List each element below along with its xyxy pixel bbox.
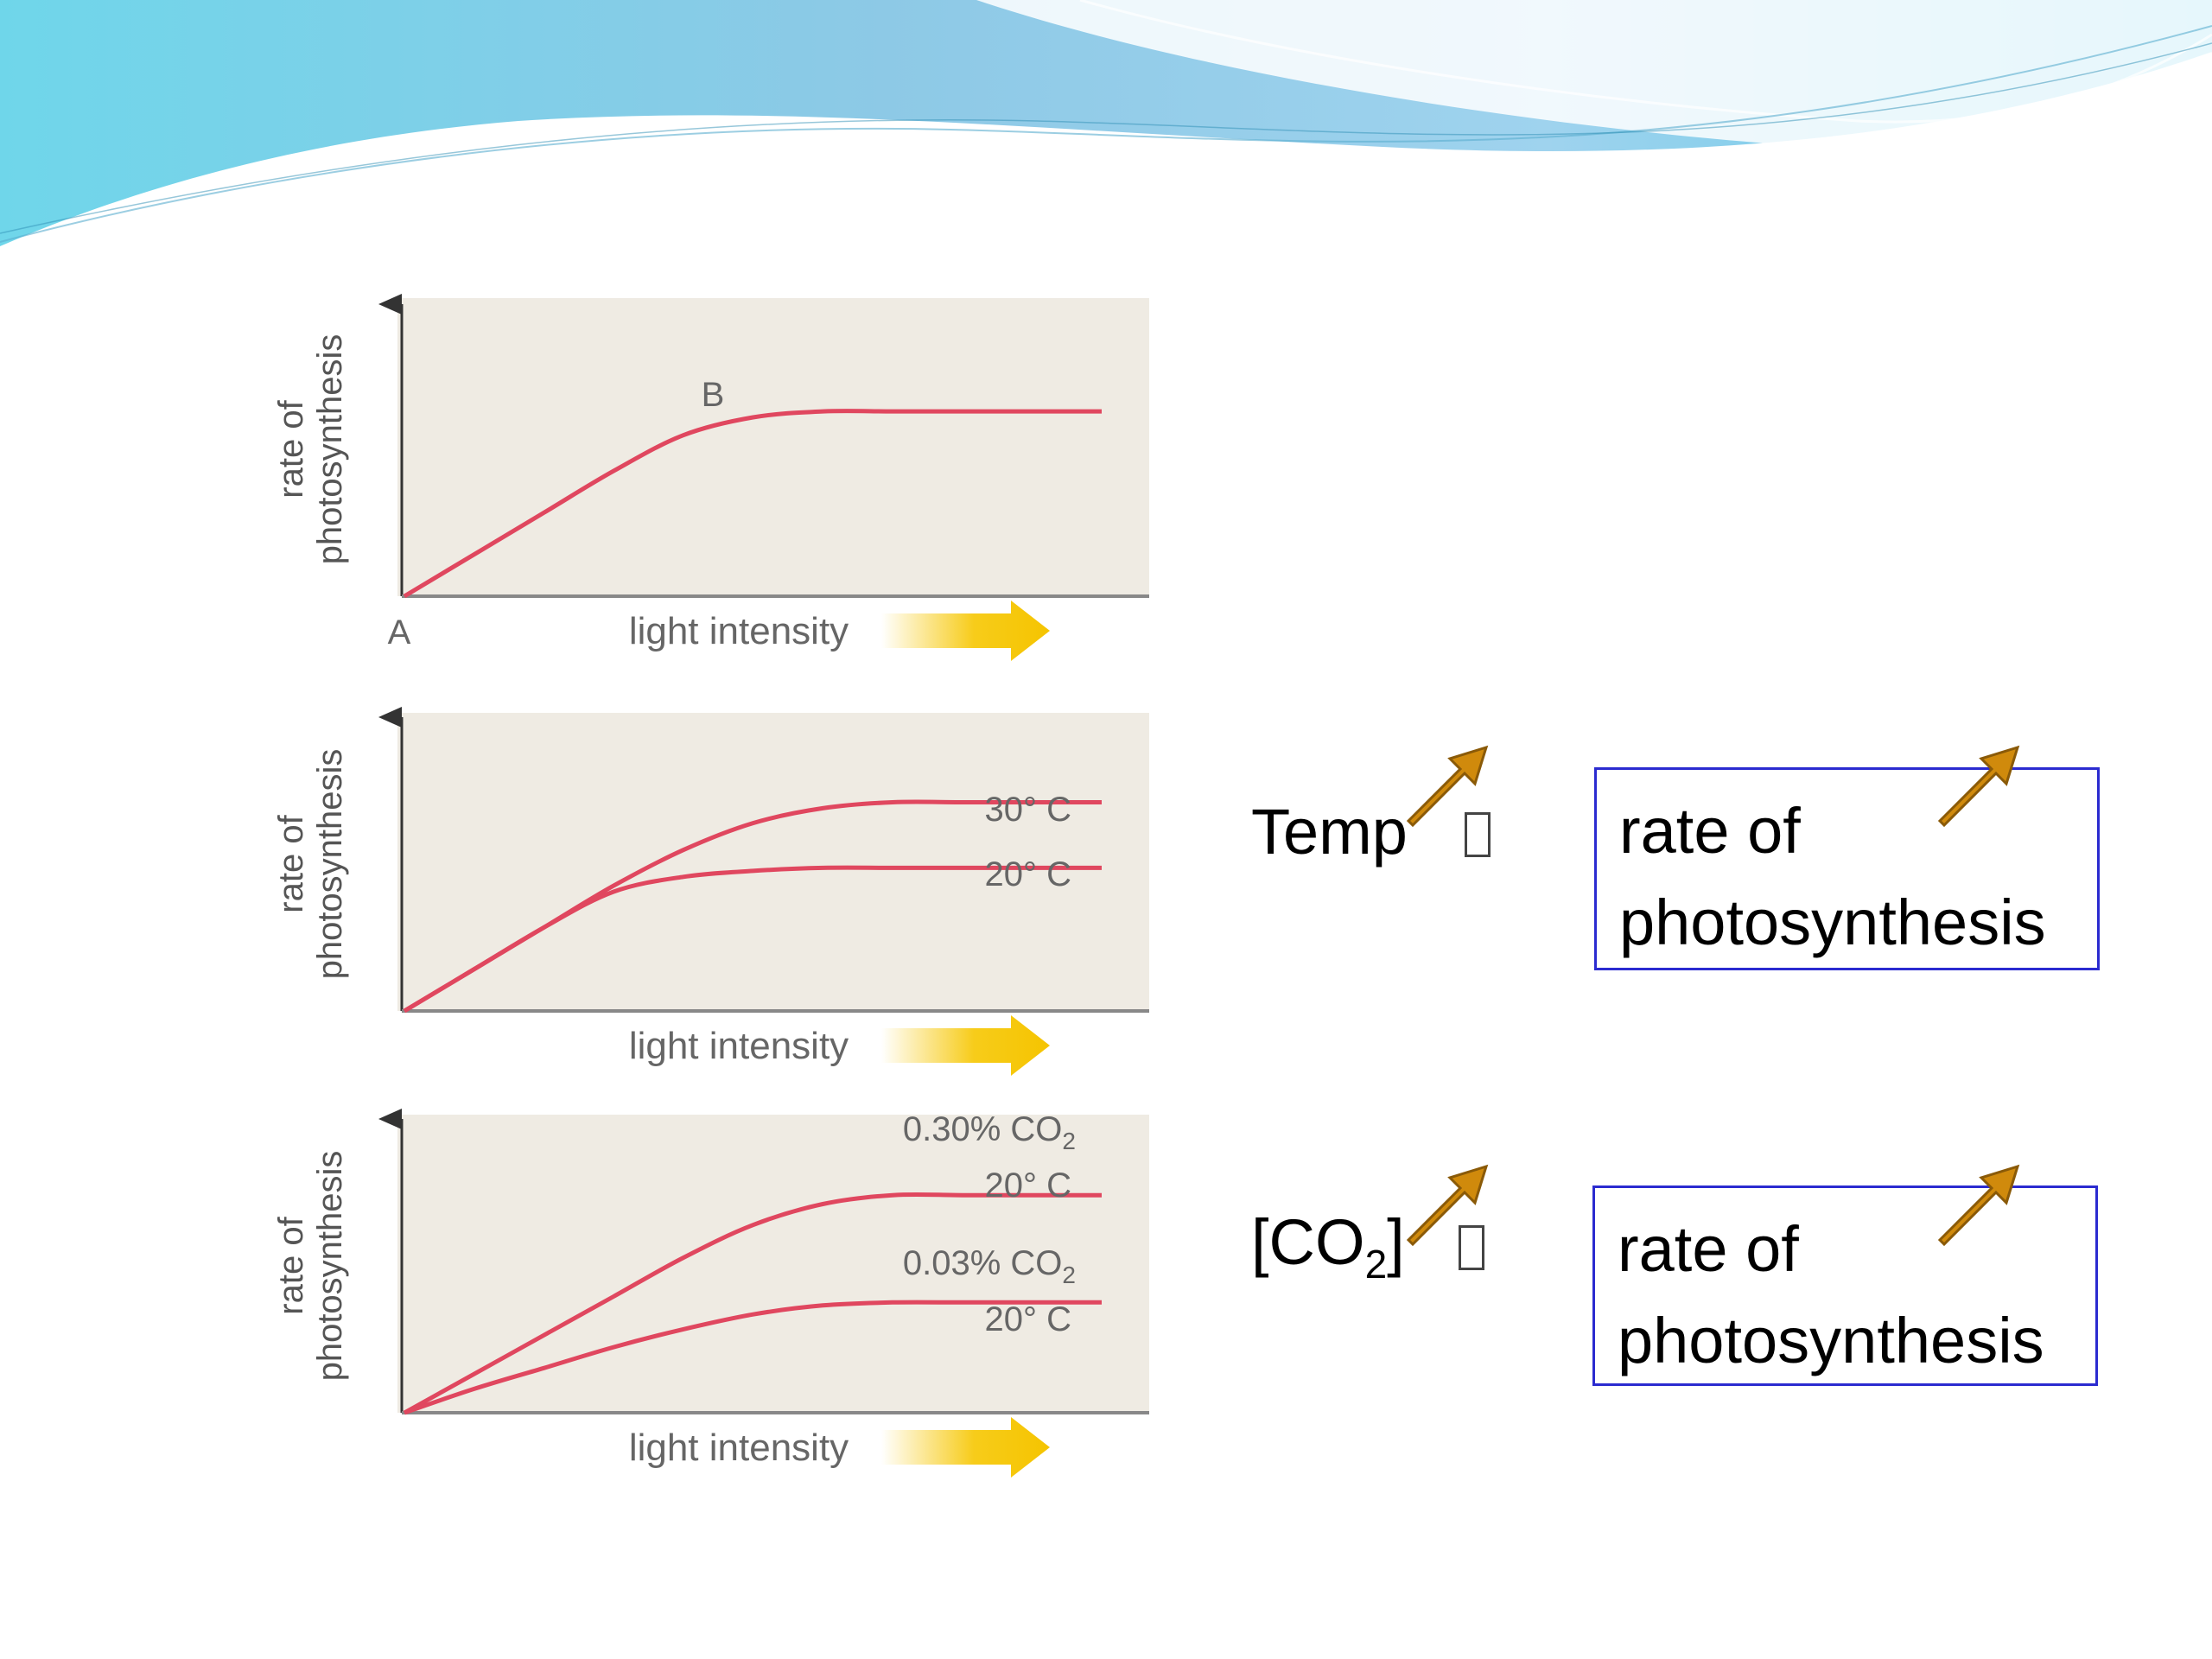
chart-2-xlabel: light intensity [629, 1025, 849, 1067]
chart-3: rate of photosynthesis light intensity 0… [272, 1109, 1149, 1478]
chart-3-ylabel-line2: photosynthesis [311, 1151, 349, 1382]
charts-figure: rate of photosynthesis light intensity A… [272, 294, 1149, 1478]
chart-1-ylabel-line1: rate of [272, 399, 310, 498]
chart-3-xlabel: light intensity [629, 1427, 849, 1469]
chart-2-plot-area [397, 713, 1149, 1011]
relation-1-factor-up-arrow-icon [1406, 745, 1489, 828]
chart-3-series-high-co2-label: 0.30% CO2 [903, 1110, 1076, 1154]
relation-1-placeholder-glyph [1465, 812, 1491, 857]
relation-1-factor: Temp [1251, 796, 1408, 868]
relation-1-result-text: rate of photosynthesis [1619, 795, 2046, 958]
figure-panel: rate of photosynthesis light intensity A… [251, 259, 1192, 1512]
chart-1-light-arrow-icon [881, 601, 1050, 661]
chart-2: rate of photosynthesis light intensity 3… [272, 707, 1149, 1076]
chart-3-series-low-co2-line [404, 1300, 1102, 1415]
chart-1-series-line [403, 409, 1102, 599]
chart-1-ylabel-line2: photosynthesis [311, 334, 349, 565]
chart-1-point-a: A [388, 613, 411, 652]
chart-2-ylabel-line2: photosynthesis [311, 749, 349, 980]
relation-1-result-box: rate of photosynthesis [1594, 767, 2100, 970]
relation-2-placeholder-glyph [1459, 1225, 1484, 1270]
chart-1-point-b: B [702, 376, 725, 414]
chart-1-xlabel: light intensity [629, 610, 849, 652]
chart-3-series-high-co2-temp: 20° C [985, 1166, 1072, 1205]
chart-3-series-low-co2-label: 0.03% CO2 [903, 1244, 1076, 1288]
chart-2-series-30c-label: 30° C [985, 791, 1072, 829]
chart-2-ylabel-line1: rate of [272, 814, 310, 912]
relation-2-factor-up-arrow-icon [1406, 1164, 1489, 1247]
chart-1: rate of photosynthesis light intensity A… [272, 294, 1149, 661]
relation-2-result-up-arrow-icon [1937, 1164, 2020, 1247]
chart-3-light-arrow-icon [881, 1417, 1050, 1478]
relation-2-result-box: rate of photosynthesis [1592, 1185, 2098, 1386]
relation-2-result-text: rate of photosynthesis [1618, 1213, 2044, 1376]
chart-3-series-high-co2-line [403, 1192, 1102, 1415]
chart-3-plot-area [397, 1115, 1149, 1413]
relation-2-factor: [CO2] [1251, 1206, 1405, 1287]
chart-3-ylabel-line1: rate of [272, 1216, 310, 1314]
relation-1-result-up-arrow-icon [1937, 745, 2020, 828]
chart-2-series-20c-label: 20° C [985, 855, 1072, 893]
chart-3-series-low-co2-temp: 20° C [985, 1300, 1072, 1338]
chart-1-plot-area [397, 298, 1149, 596]
chart-2-light-arrow-icon [881, 1015, 1050, 1076]
chart-2-series-20c-line [403, 865, 1102, 1014]
header-wave [0, 0, 2212, 246]
